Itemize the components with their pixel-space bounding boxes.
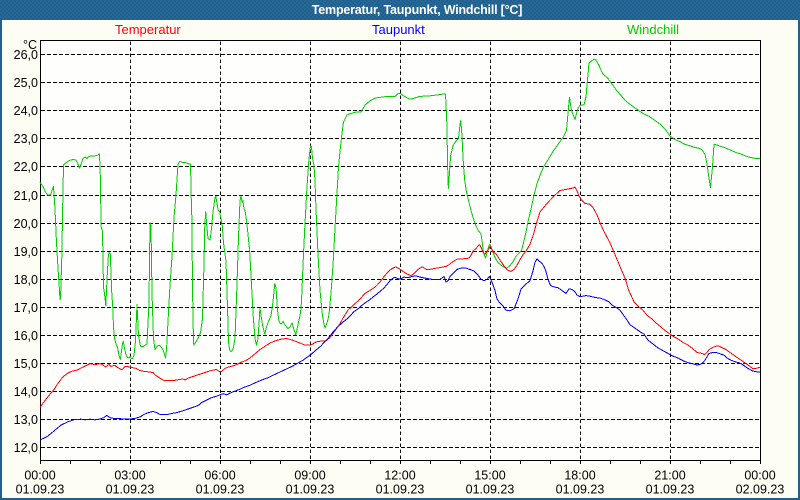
svg-text:15,0: 15,0 — [14, 357, 38, 371]
svg-text:18,0: 18,0 — [14, 273, 38, 287]
svg-text:14,0: 14,0 — [14, 385, 38, 399]
svg-text:26,0: 26,0 — [14, 48, 38, 62]
svg-text:15:00: 15:00 — [474, 469, 505, 483]
svg-text:02.09.23: 02.09.23 — [736, 483, 785, 497]
svg-text:18:00: 18:00 — [564, 469, 595, 483]
svg-text:21,0: 21,0 — [14, 189, 38, 203]
svg-text:22,0: 22,0 — [14, 160, 38, 174]
svg-text:01.09.23: 01.09.23 — [466, 483, 515, 497]
svg-text:12,0: 12,0 — [14, 441, 38, 455]
svg-text:13,0: 13,0 — [14, 413, 38, 427]
svg-text:01.09.23: 01.09.23 — [16, 483, 65, 497]
svg-text:12:00: 12:00 — [384, 469, 415, 483]
svg-text:00:00: 00:00 — [24, 469, 55, 483]
svg-text:17,0: 17,0 — [14, 301, 38, 315]
svg-text:00:00: 00:00 — [744, 469, 775, 483]
svg-text:19,0: 19,0 — [14, 245, 38, 259]
svg-text:09:00: 09:00 — [294, 469, 325, 483]
svg-text:01.09.23: 01.09.23 — [556, 483, 605, 497]
svg-text:16,0: 16,0 — [14, 329, 38, 343]
svg-text:20,0: 20,0 — [14, 217, 38, 231]
svg-text:01.09.23: 01.09.23 — [286, 483, 335, 497]
svg-text:01.09.23: 01.09.23 — [196, 483, 245, 497]
svg-text:°C: °C — [23, 38, 37, 52]
svg-text:01.09.23: 01.09.23 — [646, 483, 695, 497]
svg-text:01.09.23: 01.09.23 — [376, 483, 425, 497]
svg-text:25,0: 25,0 — [14, 76, 38, 90]
svg-text:23,0: 23,0 — [14, 132, 38, 146]
svg-text:01.09.23: 01.09.23 — [106, 483, 155, 497]
svg-text:06:00: 06:00 — [204, 469, 235, 483]
svg-text:21:00: 21:00 — [654, 469, 685, 483]
svg-text:03:00: 03:00 — [114, 469, 145, 483]
svg-text:24,0: 24,0 — [14, 104, 38, 118]
